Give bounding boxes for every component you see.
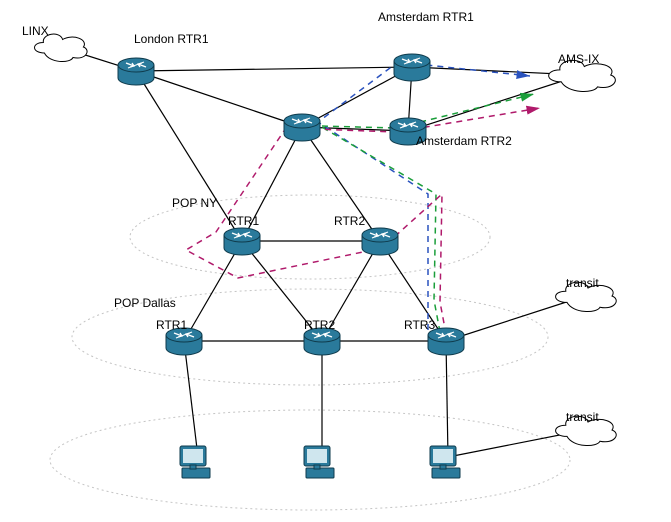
- label-transit1: transit: [566, 276, 599, 290]
- label-linx: LINX: [22, 24, 49, 38]
- label-ams_rtr1: Amsterdam RTR1: [378, 10, 474, 24]
- host-pc1: [180, 446, 210, 478]
- cloud-linx_cloud: [35, 34, 88, 61]
- link-london-ams1: [136, 67, 412, 71]
- label-dal_rtr1: RTR1: [156, 318, 187, 332]
- link-london-ny1: [136, 71, 242, 241]
- label-ny_rtr2: RTR2: [334, 214, 365, 228]
- link-dal1-pc1: [184, 341, 198, 457]
- label-dal_rtr3: RTR3: [404, 318, 435, 332]
- label-ams_ix: AMS-IX: [558, 52, 599, 66]
- label-transit2: transit: [566, 410, 599, 424]
- link-dal3-pc3: [446, 341, 448, 457]
- link-london-core: [136, 71, 302, 127]
- router-ams1: [394, 54, 430, 81]
- router-dal2: [304, 328, 340, 355]
- router-dal1: [166, 328, 202, 355]
- router-ny1: [224, 228, 260, 255]
- label-dal_rtr2: RTR2: [304, 318, 335, 332]
- link-ams2-amsix_cloud: [408, 75, 581, 131]
- label-london_rtr1: London RTR1: [134, 32, 209, 46]
- host-pc2: [304, 446, 334, 478]
- router-london: [118, 58, 154, 85]
- label-ams_rtr2: Amsterdam RTR2: [416, 134, 512, 148]
- link-ny1-dal1: [184, 241, 242, 341]
- label-pop_ny: POP NY: [172, 196, 217, 210]
- label-pop_dallas: POP Dallas: [114, 296, 176, 310]
- router-ny2: [362, 228, 398, 255]
- router-core: [284, 114, 320, 141]
- router-dal3: [428, 328, 464, 355]
- label-ny_rtr1: RTR1: [228, 214, 259, 228]
- host-pc3: [430, 446, 460, 478]
